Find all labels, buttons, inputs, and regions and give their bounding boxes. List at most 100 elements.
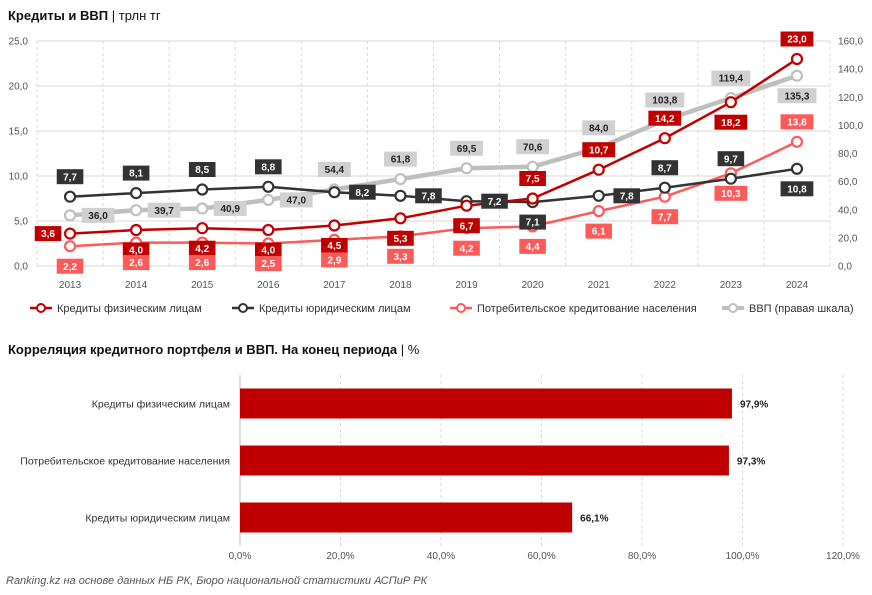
- point-yur: [262, 180, 275, 193]
- data-label-box-fiz: [321, 238, 348, 253]
- y-right-tick-label: 120,0: [838, 93, 863, 104]
- data-label-box-fiz: [582, 142, 616, 158]
- series-line-fiz: [69, 57, 798, 235]
- legend-label-gdp: ВВП (правая шкала): [749, 303, 854, 315]
- data-label-box-yur: [481, 193, 508, 209]
- data-label-gdp: 47,0: [287, 196, 307, 207]
- data-label-gdp: 54,4: [325, 165, 345, 176]
- data-label-fiz: 3,6: [41, 229, 55, 240]
- data-label-cons: 2,6: [195, 258, 209, 269]
- data-label-yur: 8,2: [355, 188, 369, 199]
- x-tick-label: 2024: [786, 280, 809, 291]
- point-gdp: [526, 160, 539, 173]
- point-fiz: [790, 52, 804, 66]
- data-label-box-gdp: [81, 207, 115, 223]
- point-yur: [196, 183, 209, 196]
- legend-label-cons: Потребительское кредитование населения: [477, 303, 697, 315]
- data-label-box-gdp: [711, 70, 751, 86]
- data-label-box-yur: [717, 151, 745, 167]
- data-label-box-gdp: [317, 162, 351, 177]
- data-label-cons: 2,5: [261, 259, 275, 270]
- data-label-gdp: 84,0: [589, 123, 609, 134]
- y-right-tick-label: 80,0: [838, 149, 858, 160]
- data-label-fiz: 18,2: [721, 118, 741, 129]
- point-yur: [130, 187, 143, 200]
- legend-marker-gdp: [728, 303, 738, 313]
- y-left-tick-label: 0,0: [14, 262, 28, 273]
- chart1-title: Кредиты и ВВП | трлн тг: [8, 8, 161, 23]
- data-label-box-fiz: [387, 230, 414, 246]
- data-label-box-yur: [613, 188, 641, 204]
- data-label-cons: 2,9: [327, 256, 341, 267]
- point-fiz: [196, 222, 209, 235]
- data-label-box-cons: [780, 114, 814, 130]
- data-label-box-cons: [519, 238, 546, 254]
- data-label-fiz: 14,2: [655, 114, 675, 125]
- data-label-box-gdp: [582, 120, 616, 136]
- data-label-yur: 7,8: [620, 191, 634, 202]
- y-right-tick-label: 40,0: [838, 205, 858, 216]
- chart2-title-main: Корреляция кредитного портфеля и ВВП. На…: [8, 342, 398, 357]
- data-label-gdp: 70,6: [523, 142, 543, 153]
- y-left-tick-label: 25,0: [9, 37, 29, 48]
- data-label-box-fiz: [648, 110, 682, 126]
- data-label-box-fiz: [254, 242, 282, 258]
- point-gdp: [460, 162, 473, 175]
- x-tick-label: 2015: [191, 280, 214, 291]
- point-yur: [790, 162, 804, 175]
- x-tick-label: 2018: [389, 280, 412, 291]
- point-yur: [394, 189, 407, 202]
- data-label-cons: 2,2: [63, 262, 77, 273]
- data-label-box-fiz: [188, 240, 216, 256]
- x-tick-label: 2020: [522, 280, 545, 291]
- y-left-tick-label: 10,0: [9, 172, 29, 183]
- point-yur: [724, 172, 737, 185]
- data-label-box-yur: [415, 188, 442, 204]
- point-fiz: [130, 223, 143, 237]
- data-label-box-fiz: [519, 171, 546, 186]
- bar: [240, 388, 732, 419]
- y-right-tick-label: 140,0: [838, 65, 863, 76]
- data-label-box-fiz: [453, 218, 480, 234]
- data-label-gdp: 36,0: [88, 211, 108, 222]
- data-label-box-yur: [780, 181, 814, 197]
- data-label-yur: 8,1: [129, 169, 143, 180]
- data-label-box-cons: [56, 258, 84, 274]
- data-label-box-yur: [122, 165, 150, 181]
- data-label-cons: 6,1: [592, 227, 606, 238]
- bar: [240, 445, 729, 476]
- x-tick-label: 0,0%: [229, 551, 252, 562]
- data-label-cons: 4,2: [460, 244, 474, 255]
- data-label-gdp: 103,8: [652, 96, 677, 107]
- x-tick-label: 2022: [654, 280, 677, 291]
- y-left-tick-label: 15,0: [9, 127, 29, 138]
- data-label-fiz: 10,7: [589, 145, 609, 156]
- x-tick-label: 2016: [257, 280, 280, 291]
- data-label-box-yur: [56, 169, 84, 185]
- x-tick-label: 2013: [59, 280, 82, 291]
- chart2-title-unit: %: [407, 342, 420, 357]
- data-label-yur: 7,7: [63, 172, 77, 183]
- credits-gdp-line-chart: 0,0 5,0 10,0 15,0 20,0 25,0 0,0 20,0 40,0 60,0 80,…: [9, 31, 863, 315]
- data-label-box-yur: [349, 184, 376, 200]
- legend-marker-fiz: [36, 303, 46, 313]
- data-label-fiz: 4,5: [327, 241, 341, 252]
- chart1-title-main: Кредиты и ВВП: [8, 8, 109, 23]
- data-label-cons: 7,7: [658, 212, 672, 223]
- x-tick-label: 60,0%: [527, 551, 555, 562]
- data-label-yur: 9,7: [724, 154, 738, 165]
- point-gdp: [790, 69, 804, 82]
- data-label-cons: 2,6: [129, 258, 143, 269]
- correlation-bar-chart: 0,0% 20,0% 40,0% 60,0% 80,0% 100,0% 120,0% Кред…: [20, 375, 860, 562]
- data-label-box-yur: [188, 162, 216, 177]
- data-label-cons: 10,3: [721, 189, 741, 200]
- point-yur: [592, 189, 605, 202]
- x-tick-label: 2017: [323, 280, 346, 291]
- data-label-box-fiz: [780, 31, 814, 47]
- data-label-box-gdp: [279, 192, 313, 208]
- data-label-box-gdp: [516, 139, 550, 155]
- point-cons: [592, 205, 605, 218]
- data-label-box-yur: [519, 214, 546, 230]
- data-label-box-yur: [254, 159, 282, 175]
